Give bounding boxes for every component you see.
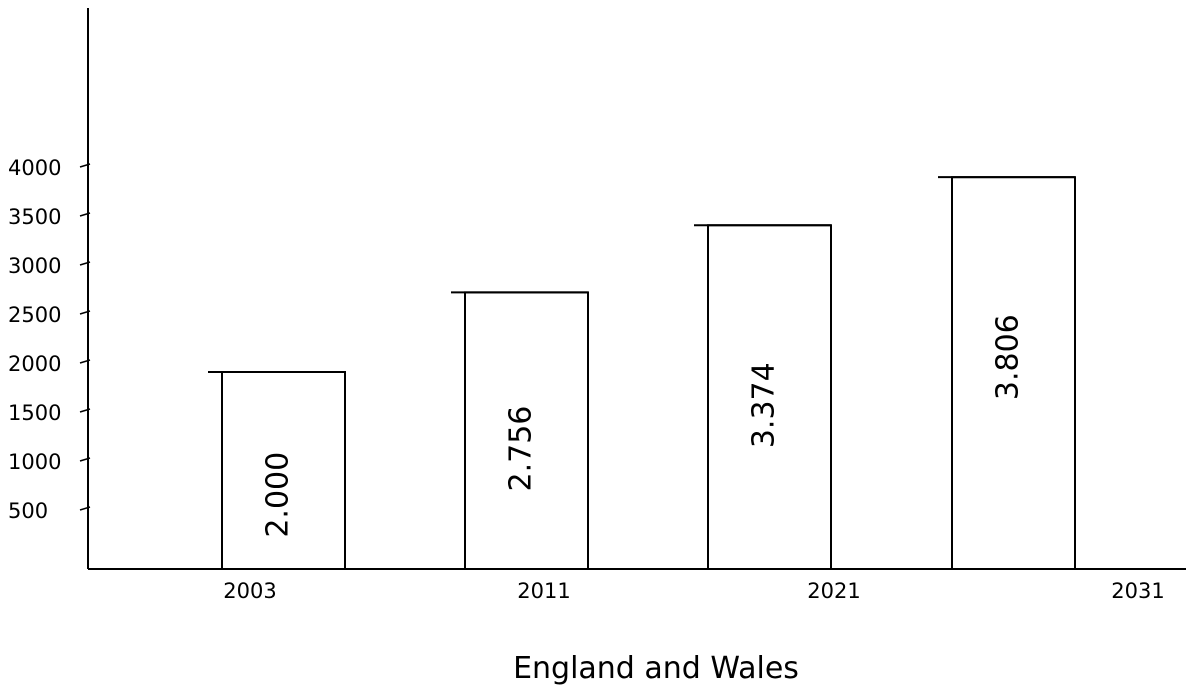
y-tick-mark (79, 212, 91, 217)
bar-value-label: 3.806 (991, 314, 1026, 400)
y-tick-label: 4000 (8, 156, 61, 180)
bar-value-label: 3.374 (747, 362, 782, 448)
y-tick-mark (79, 163, 91, 168)
bar-group: 2.000 2.756 3.374 3.806 (208, 176, 1076, 570)
x-tick-label: 2003 (223, 579, 276, 603)
y-tick-label: 1000 (8, 450, 61, 474)
x-tick-group: 2003 2011 2021 2031 (223, 579, 1164, 603)
y-tick-mark (79, 261, 91, 266)
y-tick-mark (79, 310, 91, 315)
y-tick-label: 1500 (8, 401, 61, 425)
y-tick-mark (79, 506, 91, 511)
y-tick-mark (79, 457, 91, 462)
x-tick-label: 2011 (517, 579, 570, 603)
bar-value-label: 2.756 (504, 406, 539, 492)
y-tick-label: 3000 (8, 254, 61, 278)
y-tick-mark (79, 359, 91, 364)
x-tick-label: 2031 (1111, 579, 1164, 603)
x-axis-title: England and Wales (513, 651, 799, 686)
y-tick-group: 500 1000 1500 2000 2500 3000 3500 4000 (8, 156, 91, 523)
y-tick-mark (79, 408, 91, 413)
bar (464, 291, 589, 570)
y-tick-label: 500 (8, 499, 48, 523)
y-tick-label: 3500 (8, 205, 61, 229)
bar (951, 176, 1076, 570)
x-tick-label: 2021 (807, 579, 860, 603)
y-tick-label: 2500 (8, 303, 61, 327)
y-tick-label: 2000 (8, 352, 61, 376)
bar-value-label: 2.000 (261, 452, 296, 538)
